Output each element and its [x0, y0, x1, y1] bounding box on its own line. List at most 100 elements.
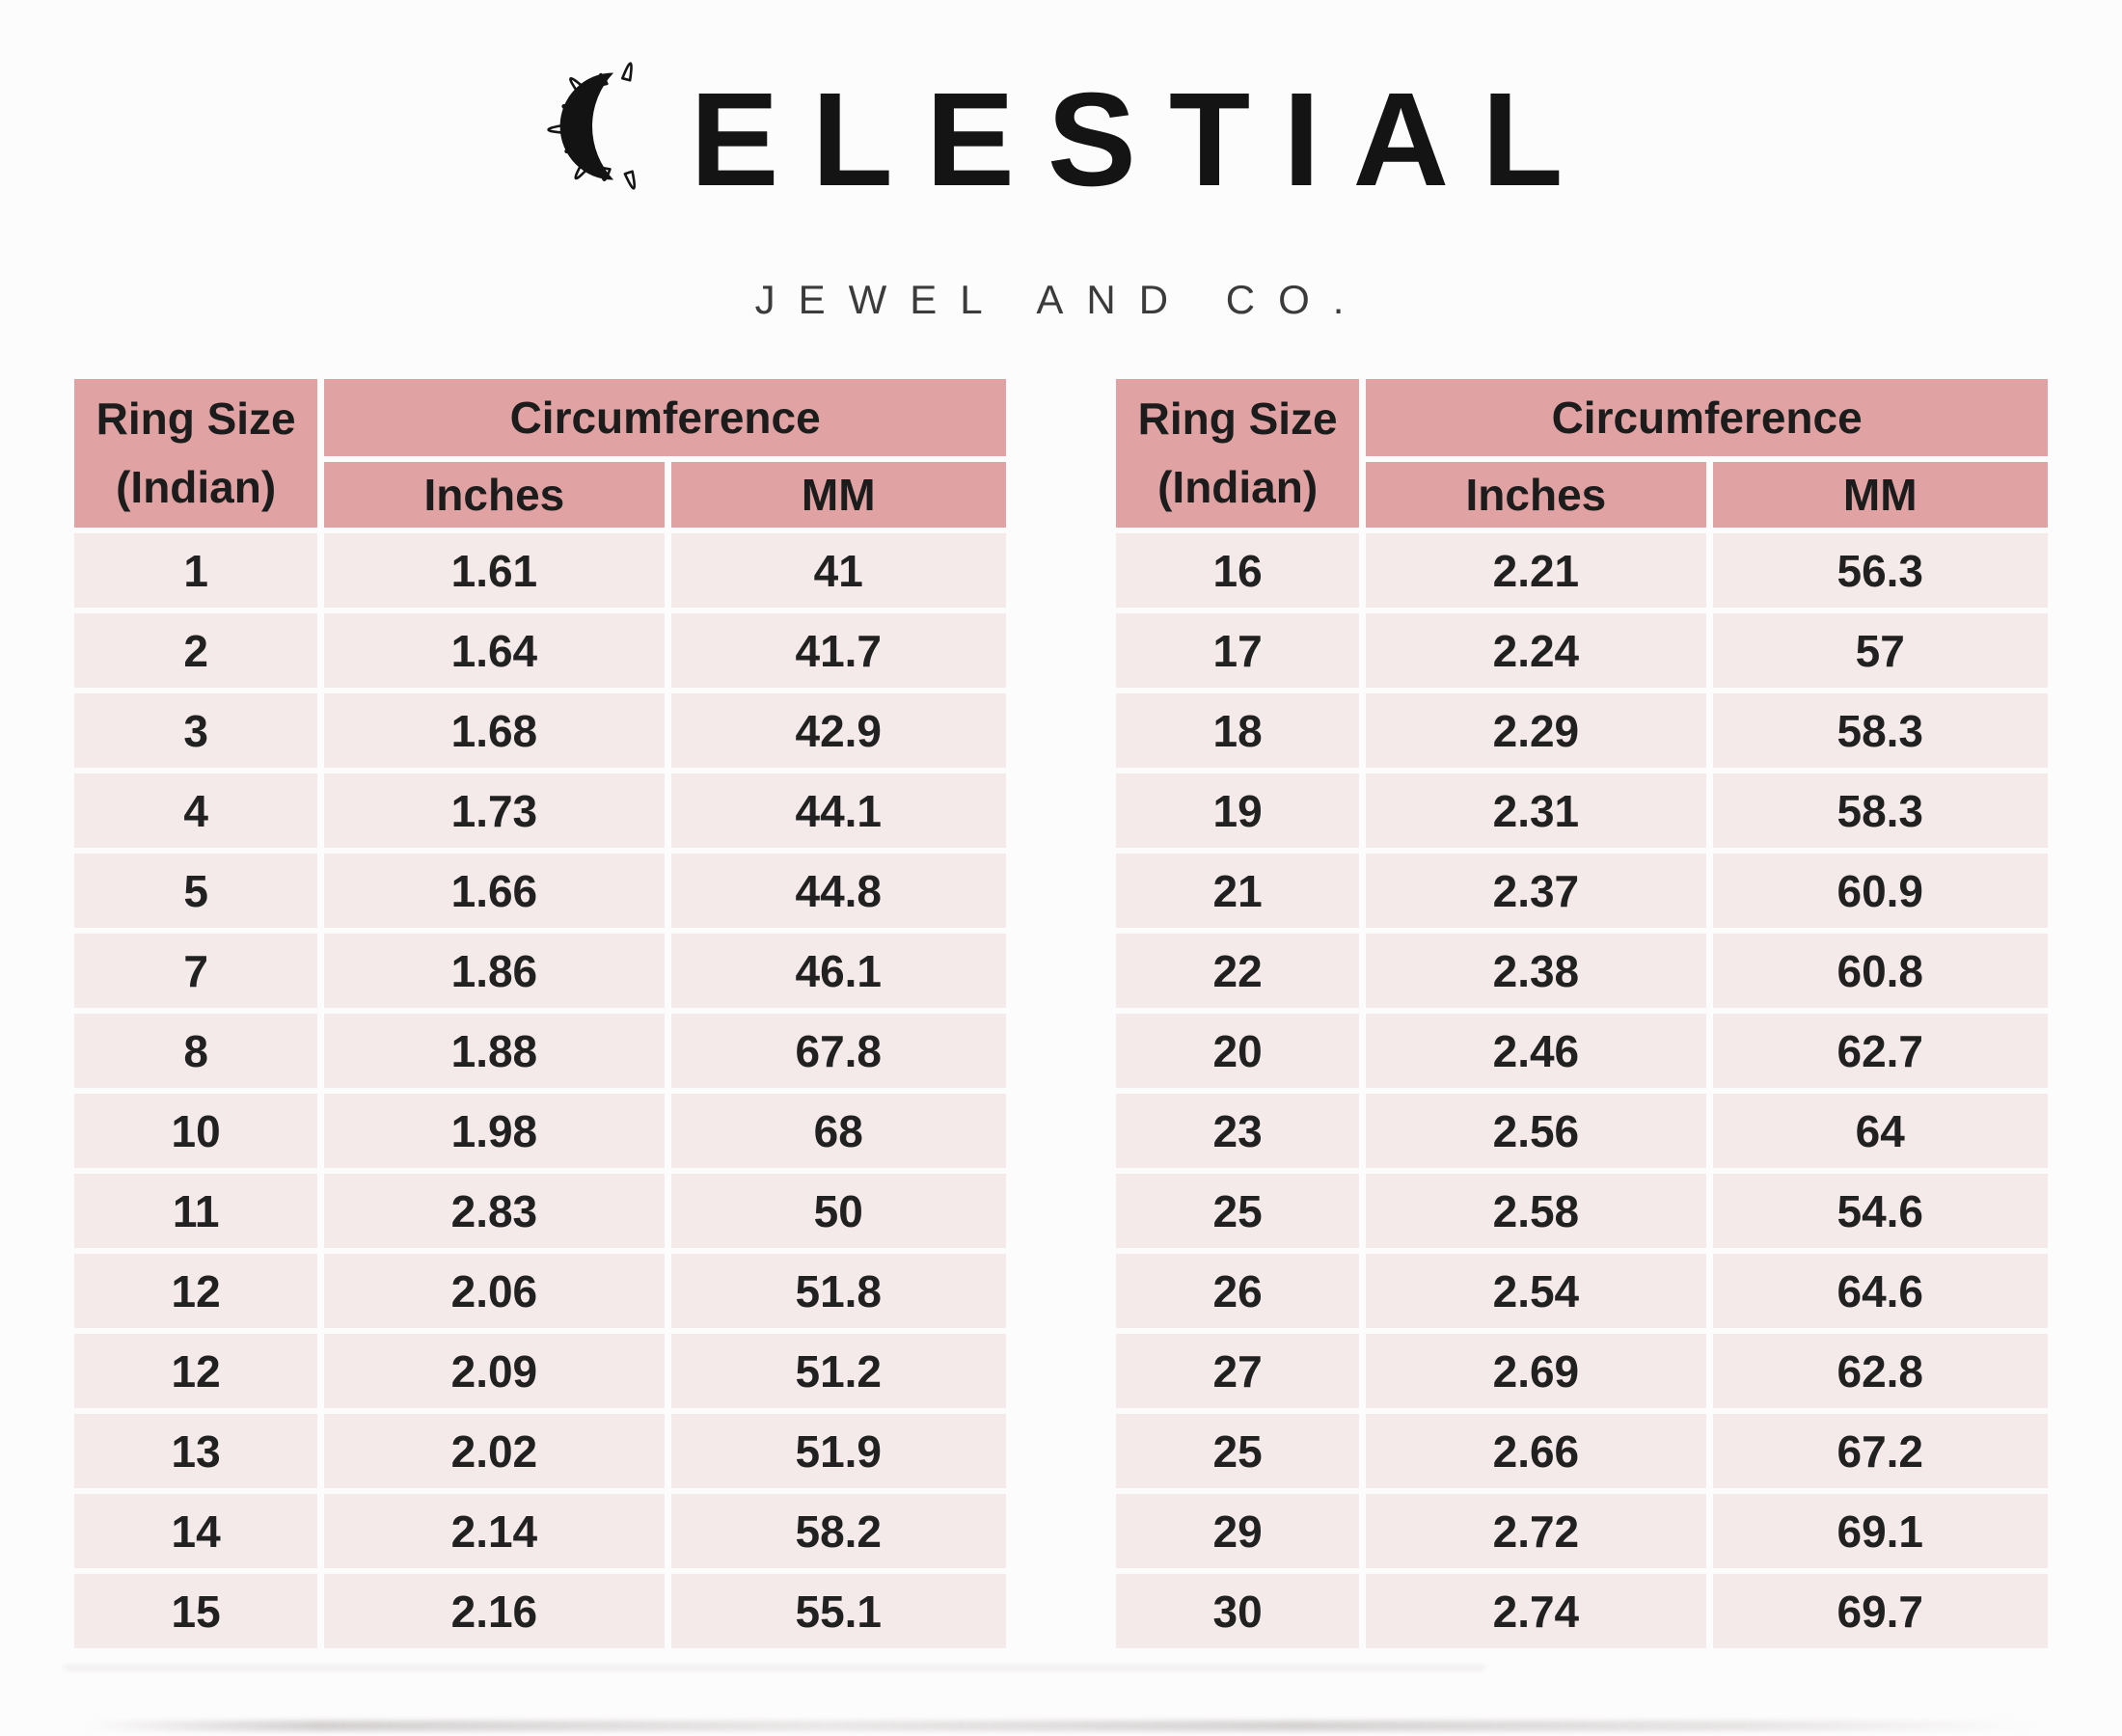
table-header: Ring Size (Indian) Circumference Inches … — [1116, 379, 2048, 528]
table-cell: 18 — [1116, 693, 1360, 768]
table-cell: 17 — [1116, 613, 1360, 688]
table-cell: 1.64 — [324, 613, 665, 688]
table-row: 8 1.88 67.8 — [74, 1014, 1006, 1088]
table-body: 16 2.21 56.3 17 2.24 57 18 2.29 58.3 19 2.31 58.3 21… — [1116, 533, 2048, 1648]
table-cell: 1.61 — [324, 533, 665, 608]
table-cell: 23 — [1116, 1094, 1360, 1168]
table-cell: 10 — [74, 1094, 318, 1168]
table-cell: 50 — [670, 1174, 1006, 1248]
header-circumference: Circumference — [324, 379, 1006, 456]
table-cell: 1 — [74, 533, 318, 608]
table-cell: 2.56 — [1366, 1094, 1706, 1168]
table-cell: 1.73 — [324, 773, 665, 848]
table-cell: 68 — [670, 1094, 1006, 1168]
table-row: 15 2.16 55.1 — [74, 1574, 1006, 1648]
table-cell: 2.31 — [1366, 773, 1706, 848]
ring-size-table-left: Ring Size (Indian) Circumference Inches … — [68, 373, 1013, 1654]
table-cell: 2.74 — [1366, 1574, 1706, 1648]
table-cell: 64 — [1712, 1094, 2048, 1168]
header-mm: MM — [1712, 462, 2048, 528]
table-body: 1 1.61 41 2 1.64 41.7 3 1.68 42.9 4 1.73 44.1 5 1.66 4… — [74, 533, 1006, 1648]
table-cell: 67.2 — [1712, 1414, 2048, 1488]
table-cell: 8 — [74, 1014, 318, 1088]
table-row: 26 2.54 64.6 — [1116, 1254, 2048, 1328]
table-cell: 54.6 — [1712, 1174, 2048, 1248]
table-cell: 19 — [1116, 773, 1360, 848]
table-cell: 22 — [1116, 934, 1360, 1008]
header-ring-size: Ring Size (Indian) — [74, 379, 318, 528]
table-cell: 27 — [1116, 1334, 1360, 1408]
table-row: 17 2.24 57 — [1116, 613, 2048, 688]
table-cell: 26 — [1116, 1254, 1360, 1328]
table-cell: 60.9 — [1712, 854, 2048, 928]
header-mm: MM — [670, 462, 1006, 528]
table-cell: 2.83 — [324, 1174, 665, 1248]
header-inches: Inches — [324, 462, 665, 528]
table-cell: 1.86 — [324, 934, 665, 1008]
table-cell: 1.66 — [324, 854, 665, 928]
table-row: 23 2.56 64 — [1116, 1094, 2048, 1168]
table-row: 18 2.29 58.3 — [1116, 693, 2048, 768]
table-cell: 64.6 — [1712, 1254, 2048, 1328]
table-cell: 2.16 — [324, 1574, 665, 1648]
table-cell: 46.1 — [670, 934, 1006, 1008]
table-cell: 2.72 — [1366, 1494, 1706, 1568]
table-cell: 58.3 — [1712, 693, 2048, 768]
table-row: 20 2.46 62.7 — [1116, 1014, 2048, 1088]
ring-size-table-right: Ring Size (Indian) Circumference Inches … — [1109, 373, 2054, 1654]
crescent-moon-shape — [560, 71, 614, 180]
brand-subtitle: JEWEL AND CO. — [754, 277, 1368, 322]
table-row: 12 2.06 51.8 — [74, 1254, 1006, 1328]
table-row: 7 1.86 46.1 — [74, 934, 1006, 1008]
table-cell: 2.14 — [324, 1494, 665, 1568]
table-cell: 2.66 — [1366, 1414, 1706, 1488]
table-cell: 25 — [1116, 1414, 1360, 1488]
table-row: 21 2.37 60.9 — [1116, 854, 2048, 928]
table-cell: 62.8 — [1712, 1334, 2048, 1408]
table-cell: 2.54 — [1366, 1254, 1706, 1328]
table-cell: 42.9 — [670, 693, 1006, 768]
table-row: 4 1.73 44.1 — [74, 773, 1006, 848]
table-row: 1 1.61 41 — [74, 533, 1006, 608]
sun-crescent-icon — [547, 61, 637, 190]
table-cell: 41 — [670, 533, 1006, 608]
table-row: 22 2.38 60.8 — [1116, 934, 2048, 1008]
table-row: 19 2.31 58.3 — [1116, 773, 2048, 848]
table-cell: 51.9 — [670, 1414, 1006, 1488]
table-cell: 1.68 — [324, 693, 665, 768]
table-row: 13 2.02 51.9 — [74, 1414, 1006, 1488]
table-cell: 2.58 — [1366, 1174, 1706, 1248]
table-cell: 57 — [1712, 613, 2048, 688]
table-cell: 15 — [74, 1574, 318, 1648]
table-cell: 11 — [74, 1174, 318, 1248]
brand-wordmark: ELESTIAL — [690, 65, 1596, 214]
table-row: 14 2.14 58.2 — [74, 1494, 1006, 1568]
table-row: 27 2.69 62.8 — [1116, 1334, 2048, 1408]
table-cell: 29 — [1116, 1494, 1360, 1568]
table-row: 3 1.68 42.9 — [74, 693, 1006, 768]
table-cell: 2.46 — [1366, 1014, 1706, 1088]
table-row: 30 2.74 69.7 — [1116, 1574, 2048, 1648]
table-cell: 41.7 — [670, 613, 1006, 688]
table-row: 10 1.98 68 — [74, 1094, 1006, 1168]
table-cell: 2.29 — [1366, 693, 1706, 768]
table-row: 29 2.72 69.1 — [1116, 1494, 2048, 1568]
table-cell: 3 — [74, 693, 318, 768]
table-cell: 1.98 — [324, 1094, 665, 1168]
header-inches: Inches — [1366, 462, 1706, 528]
table-row: 25 2.66 67.2 — [1116, 1414, 2048, 1488]
table-cell: 2.09 — [324, 1334, 665, 1408]
table-cell: 12 — [74, 1254, 318, 1328]
table-cell: 14 — [74, 1494, 318, 1568]
table-cell: 2.38 — [1366, 934, 1706, 1008]
table-cell: 51.8 — [670, 1254, 1006, 1328]
brand-header: ELESTIAL JEWEL AND CO. — [0, 0, 2122, 323]
table-cell: 13 — [74, 1414, 318, 1488]
table-cell: 20 — [1116, 1014, 1360, 1088]
table-cell: 2 — [74, 613, 318, 688]
table-cell: 21 — [1116, 854, 1360, 928]
table-cell: 2.69 — [1366, 1334, 1706, 1408]
table-cell: 2.02 — [324, 1414, 665, 1488]
table-cell: 67.8 — [670, 1014, 1006, 1088]
table-row: 11 2.83 50 — [74, 1174, 1006, 1248]
